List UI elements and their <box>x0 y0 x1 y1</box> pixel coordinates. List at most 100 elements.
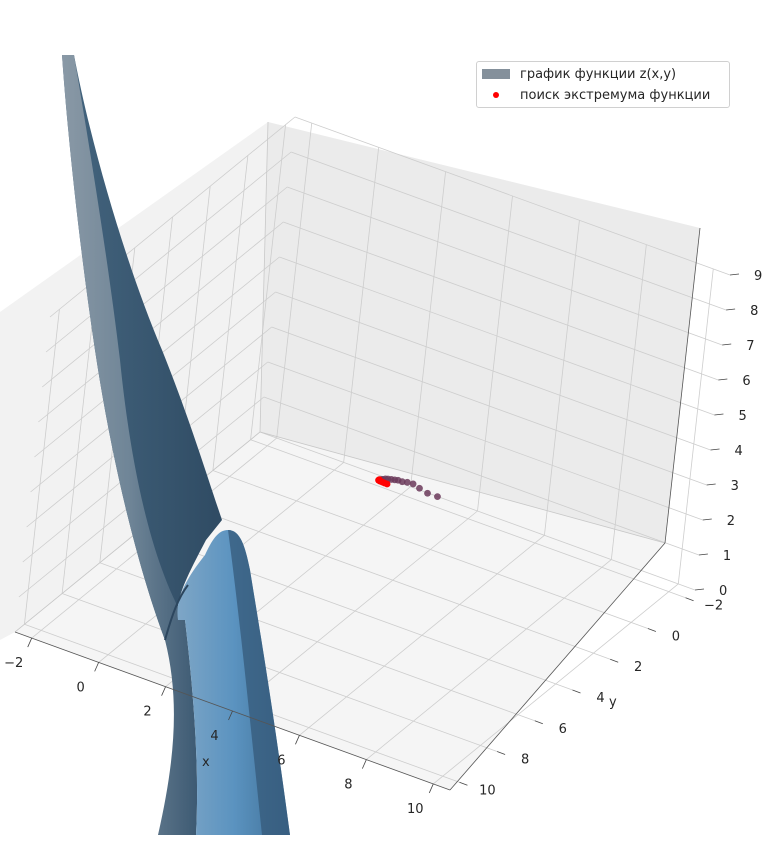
z-tick-label: 6 <box>742 374 750 389</box>
y-tick-mark <box>496 751 506 755</box>
x-tick-mark <box>228 710 233 721</box>
pane-edges <box>14 121 666 633</box>
grid-line-z <box>263 396 700 556</box>
y-axis-label: y <box>609 695 617 710</box>
y-tick-mark <box>647 628 657 632</box>
x-tick-label: 8 <box>344 778 352 793</box>
surface-hump-shadow <box>228 530 290 835</box>
x-tick-mark <box>361 759 367 769</box>
x-tick-mark <box>295 735 300 745</box>
y-tick-label: 0 <box>672 629 680 644</box>
grid-line-x <box>343 147 380 463</box>
extremum-search-point <box>409 480 417 488</box>
x-axis-label: x <box>202 755 210 770</box>
grid-line-z <box>279 256 715 416</box>
grid-line-z <box>275 291 711 451</box>
z-tick-label: 8 <box>750 304 758 319</box>
z-tick-mark <box>694 588 705 591</box>
surface-far-wall <box>62 55 222 640</box>
z-tick-label: 3 <box>731 479 739 494</box>
y-tick-label: 8 <box>521 753 529 768</box>
z-tick-mark <box>729 273 740 276</box>
grid-line-z <box>45 151 292 353</box>
y-tick-mark <box>610 658 619 663</box>
grid-line-z <box>259 431 696 591</box>
grid-lines <box>14 116 731 785</box>
z-tick-mark <box>702 518 712 521</box>
x-tick-label: −2 <box>4 656 23 671</box>
z-tick-label: 9 <box>754 269 762 284</box>
z-tick-label: 1 <box>723 549 731 564</box>
surface-front-left <box>62 55 198 835</box>
grid-line-z <box>290 151 727 311</box>
grid-line-x <box>610 244 647 560</box>
z-tick-mark <box>718 378 728 381</box>
grid-line-y <box>250 439 686 599</box>
grid-line-z <box>41 186 288 388</box>
z-axis-line <box>664 227 701 544</box>
z-tick-mark <box>698 553 708 556</box>
x-tick-mark <box>27 637 33 648</box>
y-tick-label: 10 <box>479 783 496 798</box>
grid-line-x <box>477 195 513 512</box>
z-tick-mark <box>706 483 716 486</box>
grid-line-z <box>294 116 731 276</box>
x-tick-label: 6 <box>277 753 285 768</box>
surface-plot <box>62 55 290 835</box>
extremum-search-point <box>424 489 431 497</box>
z-tick-label: 2 <box>727 514 735 529</box>
y-tick-mark <box>572 689 581 694</box>
legend-label-search: поиск экстремума функции <box>520 87 711 103</box>
grid-line-y <box>61 593 498 752</box>
z-tick-mark <box>726 308 736 311</box>
legend-swatch-surface <box>482 69 510 79</box>
y-tick-label: 2 <box>634 660 642 675</box>
grid-line-x <box>677 268 714 584</box>
x-tick-mark <box>161 686 166 696</box>
grid-line-z <box>271 326 707 486</box>
grid-line-x <box>410 171 446 487</box>
y-tick-label: 6 <box>559 722 567 737</box>
z-axis-ticks: 0 1 2 3 4 5 6 7 8 9 <box>694 269 762 599</box>
grid-line-y <box>175 500 611 660</box>
grid-line-z <box>267 361 703 521</box>
extremum-search-point <box>416 484 423 492</box>
surface-saddle-crease <box>164 584 189 641</box>
y-tick-mark <box>459 781 468 786</box>
legend-item-surface: график функции z(x,y) <box>482 65 676 83</box>
x-tick-label: 2 <box>143 705 151 720</box>
grid-line-y <box>61 278 98 594</box>
y-tick-mark <box>685 597 694 602</box>
y-axis-ticks: −2 0 2 4 6 8 10 <box>459 597 723 798</box>
grid-line-x <box>276 123 313 439</box>
y-tick-mark <box>534 720 543 725</box>
y-tick-label: 4 <box>596 691 604 706</box>
grid-line-y <box>212 155 249 471</box>
grid-line-y <box>24 309 60 625</box>
x-tick-mark <box>428 783 434 794</box>
grid-line-z <box>38 221 284 423</box>
legend-item-search: поиск экстремума функции <box>482 86 710 104</box>
z-tick-label: 0 <box>719 584 727 599</box>
x-tick-label: 10 <box>407 802 424 817</box>
y-tick-label: −2 <box>704 599 723 614</box>
extremum-search-point <box>383 480 391 488</box>
z-tick-mark <box>722 343 732 346</box>
x-axis-ticks: −2 0 2 4 6 8 10 <box>4 637 434 817</box>
y-axis-line <box>449 542 666 791</box>
x-tick-label: 0 <box>77 680 85 695</box>
grid-line-y <box>250 124 286 440</box>
legend: график функции z(x,y) поиск экстремума ф… <box>476 61 730 108</box>
x-tick-mark <box>94 662 100 672</box>
extremum-search-point <box>403 478 411 486</box>
grid-line-z <box>287 186 723 346</box>
legend-label-surface: график функции z(x,y) <box>520 66 677 82</box>
z-tick-mark <box>710 448 720 451</box>
extremum-search-points <box>375 475 441 501</box>
z-tick-label: 5 <box>738 409 746 424</box>
grid-line-y <box>212 470 649 629</box>
z-tick-label: 7 <box>746 339 754 354</box>
grid-line-x <box>544 220 580 536</box>
grid-line-z <box>283 221 719 381</box>
